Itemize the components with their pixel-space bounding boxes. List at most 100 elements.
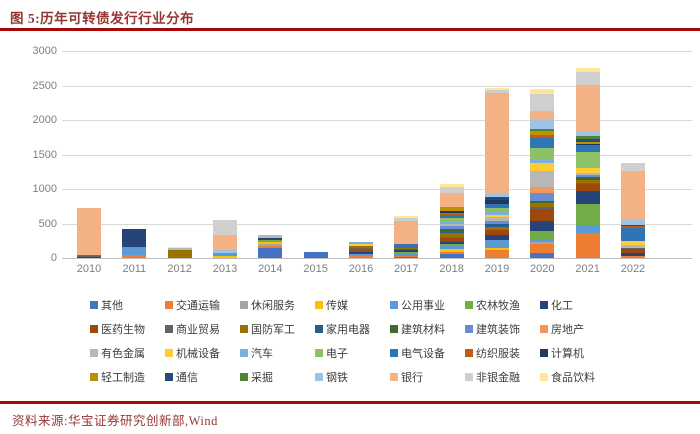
bar-segment-2018-交通运输: [439, 251, 464, 254]
bar-2017: [394, 216, 419, 258]
bar-segment-2020-轻工制造: [530, 131, 555, 136]
bar-segment-2020-交通运输: [530, 243, 555, 254]
legend-label: 建筑材料: [401, 324, 445, 336]
legend-item-其他: 其他: [90, 297, 165, 313]
source-note: 资料来源:华宝证券研究创新部,Wind: [12, 414, 218, 428]
bar-segment-2018-电气设备: [439, 215, 464, 218]
bar-segment-2014-交通运输: [258, 245, 283, 248]
bar-2015: [303, 252, 328, 258]
bar-segment-2020-食品饮料: [530, 89, 555, 94]
x-axis-tick-2020: 2020: [530, 263, 555, 275]
bar-segment-2019-食品饮料: [484, 87, 509, 90]
legend-label: 有色金属: [101, 348, 145, 360]
bar-segment-2018-建筑装饰: [439, 226, 464, 230]
legend-label: 汽车: [251, 348, 273, 360]
bar-segment-2018-汽车: [439, 221, 464, 224]
legend-swatch-icon: [315, 301, 323, 309]
bar-segment-2019-化工: [484, 234, 509, 241]
legend-label: 农林牧渔: [476, 300, 520, 312]
legend-item-医药生物: 医药生物: [90, 321, 165, 337]
legend-item-钢铁: 钢铁: [315, 369, 390, 385]
legend-item-电气设备: 电气设备: [390, 345, 465, 361]
bar-2016: [348, 242, 373, 258]
legend-swatch-icon: [240, 349, 248, 357]
legend-label: 钢铁: [326, 372, 348, 384]
legend-label: 交通运输: [176, 300, 220, 312]
bar-2014: [258, 235, 283, 258]
gridline-2500: [62, 85, 692, 87]
bar-segment-2017-公用事业: [394, 253, 419, 257]
legend-item-轻工制造: 轻工制造: [90, 369, 165, 385]
bar-segment-2020-房地产: [530, 187, 555, 193]
bar-segment-2018-化工: [439, 241, 464, 245]
bar-segment-2019-建筑装饰: [484, 220, 509, 224]
bar-segment-2022-非银金融: [620, 162, 645, 171]
bar-segment-2021-化工: [575, 190, 600, 205]
bar-segment-2019-非银金融: [484, 89, 509, 94]
bar-segment-2019-机械设备: [484, 214, 509, 218]
bar-segment-2016-机械设备: [348, 243, 373, 246]
bar-segment-2017-非银金融: [394, 218, 419, 221]
bar-2012: [167, 246, 192, 258]
bar-segment-2019-有色金属: [484, 217, 509, 221]
legend-item-纺织服装: 纺织服装: [465, 345, 540, 361]
stacked-bar-chart: 0 500 1000 1500 2000 2500 3000 2010 2011 2012 2013…: [0, 40, 700, 288]
bar-segment-2020-建筑装饰: [530, 192, 555, 202]
x-axis-tick-2012: 2012: [167, 263, 192, 275]
bar-segment-2020-建筑材料: [530, 201, 555, 204]
bar-segment-2021-银行: [575, 84, 600, 132]
legend-label: 计算机: [551, 348, 584, 360]
bar-segment-2016-交通运输: [348, 255, 373, 258]
legend-swatch-icon: [90, 325, 98, 333]
legend-item-房地产: 房地产: [540, 321, 615, 337]
legend-label: 食品饮料: [551, 372, 595, 384]
bar-segment-2010-采掘: [77, 254, 101, 256]
legend-item-机械设备: 机械设备: [165, 345, 240, 361]
bottom-red-rule: [0, 401, 700, 404]
legend-swatch-icon: [390, 373, 398, 381]
bar-segment-2022-医药生物: [620, 249, 645, 253]
y-axis-tick-500: 500: [38, 217, 57, 230]
bar-segment-2018-公用事业: [439, 245, 464, 250]
bar-2021: [575, 68, 600, 258]
top-red-rule: [0, 28, 700, 31]
bar-segment-2021-国防军工: [575, 180, 600, 183]
bar-segment-2021-机械设备: [575, 168, 600, 174]
bar-segment-2018-有色金属: [439, 223, 464, 227]
legend-item-商业贸易: 商业贸易: [165, 321, 240, 337]
x-axis-tick-2019: 2019: [484, 263, 510, 275]
bar-segment-2021-非银金融: [575, 71, 600, 85]
legend-swatch-icon: [465, 325, 473, 333]
bar-segment-2016-汽车: [348, 242, 373, 244]
legend-item-传媒: 传媒: [315, 297, 390, 313]
bar-segment-2021-通信: [575, 139, 600, 142]
x-axis-tick-2018: 2018: [439, 263, 464, 275]
bar-segment-2021-轻工制造: [575, 141, 600, 144]
gridline-1000: [62, 189, 692, 190]
bar-segment-2019-钢铁: [484, 194, 509, 197]
bar-segment-2012-有色金属: [167, 248, 192, 251]
bar-segment-2016-化工: [348, 251, 373, 254]
bar-segment-2019-银行: [484, 93, 509, 194]
bar-2018: [439, 184, 464, 258]
bar-segment-2016-医药生物: [348, 249, 373, 252]
bar-segment-2021-交通运输: [575, 233, 600, 258]
legend-swatch-icon: [465, 301, 473, 309]
chart-legend: 其他 交通运输 休闲服务 传媒 公用事业 农林牧渔 化工 医药生物 商业贸易 国防军工 家用电器 建筑…: [90, 293, 630, 389]
legend-swatch-icon: [165, 349, 173, 357]
x-axis-tick-2013: 2013: [212, 263, 238, 275]
bar-segment-2021-食品饮料: [575, 68, 600, 72]
bar-segment-2020-其他: [530, 253, 555, 258]
legend-swatch-icon: [165, 301, 173, 309]
legend-swatch-icon: [540, 373, 548, 381]
gridline-1500: [62, 154, 692, 156]
bar-segment-2021-采掘: [575, 136, 600, 140]
legend-label: 纺织服装: [476, 348, 520, 360]
bar-2013: [212, 220, 237, 258]
bar-segment-2018-电子: [439, 217, 464, 222]
legend-label: 轻工制造: [101, 372, 145, 384]
legend-item-建筑材料: 建筑材料: [390, 321, 465, 337]
legend-label: 医药生物: [101, 324, 145, 336]
bar-segment-2022-银行: [620, 170, 645, 220]
